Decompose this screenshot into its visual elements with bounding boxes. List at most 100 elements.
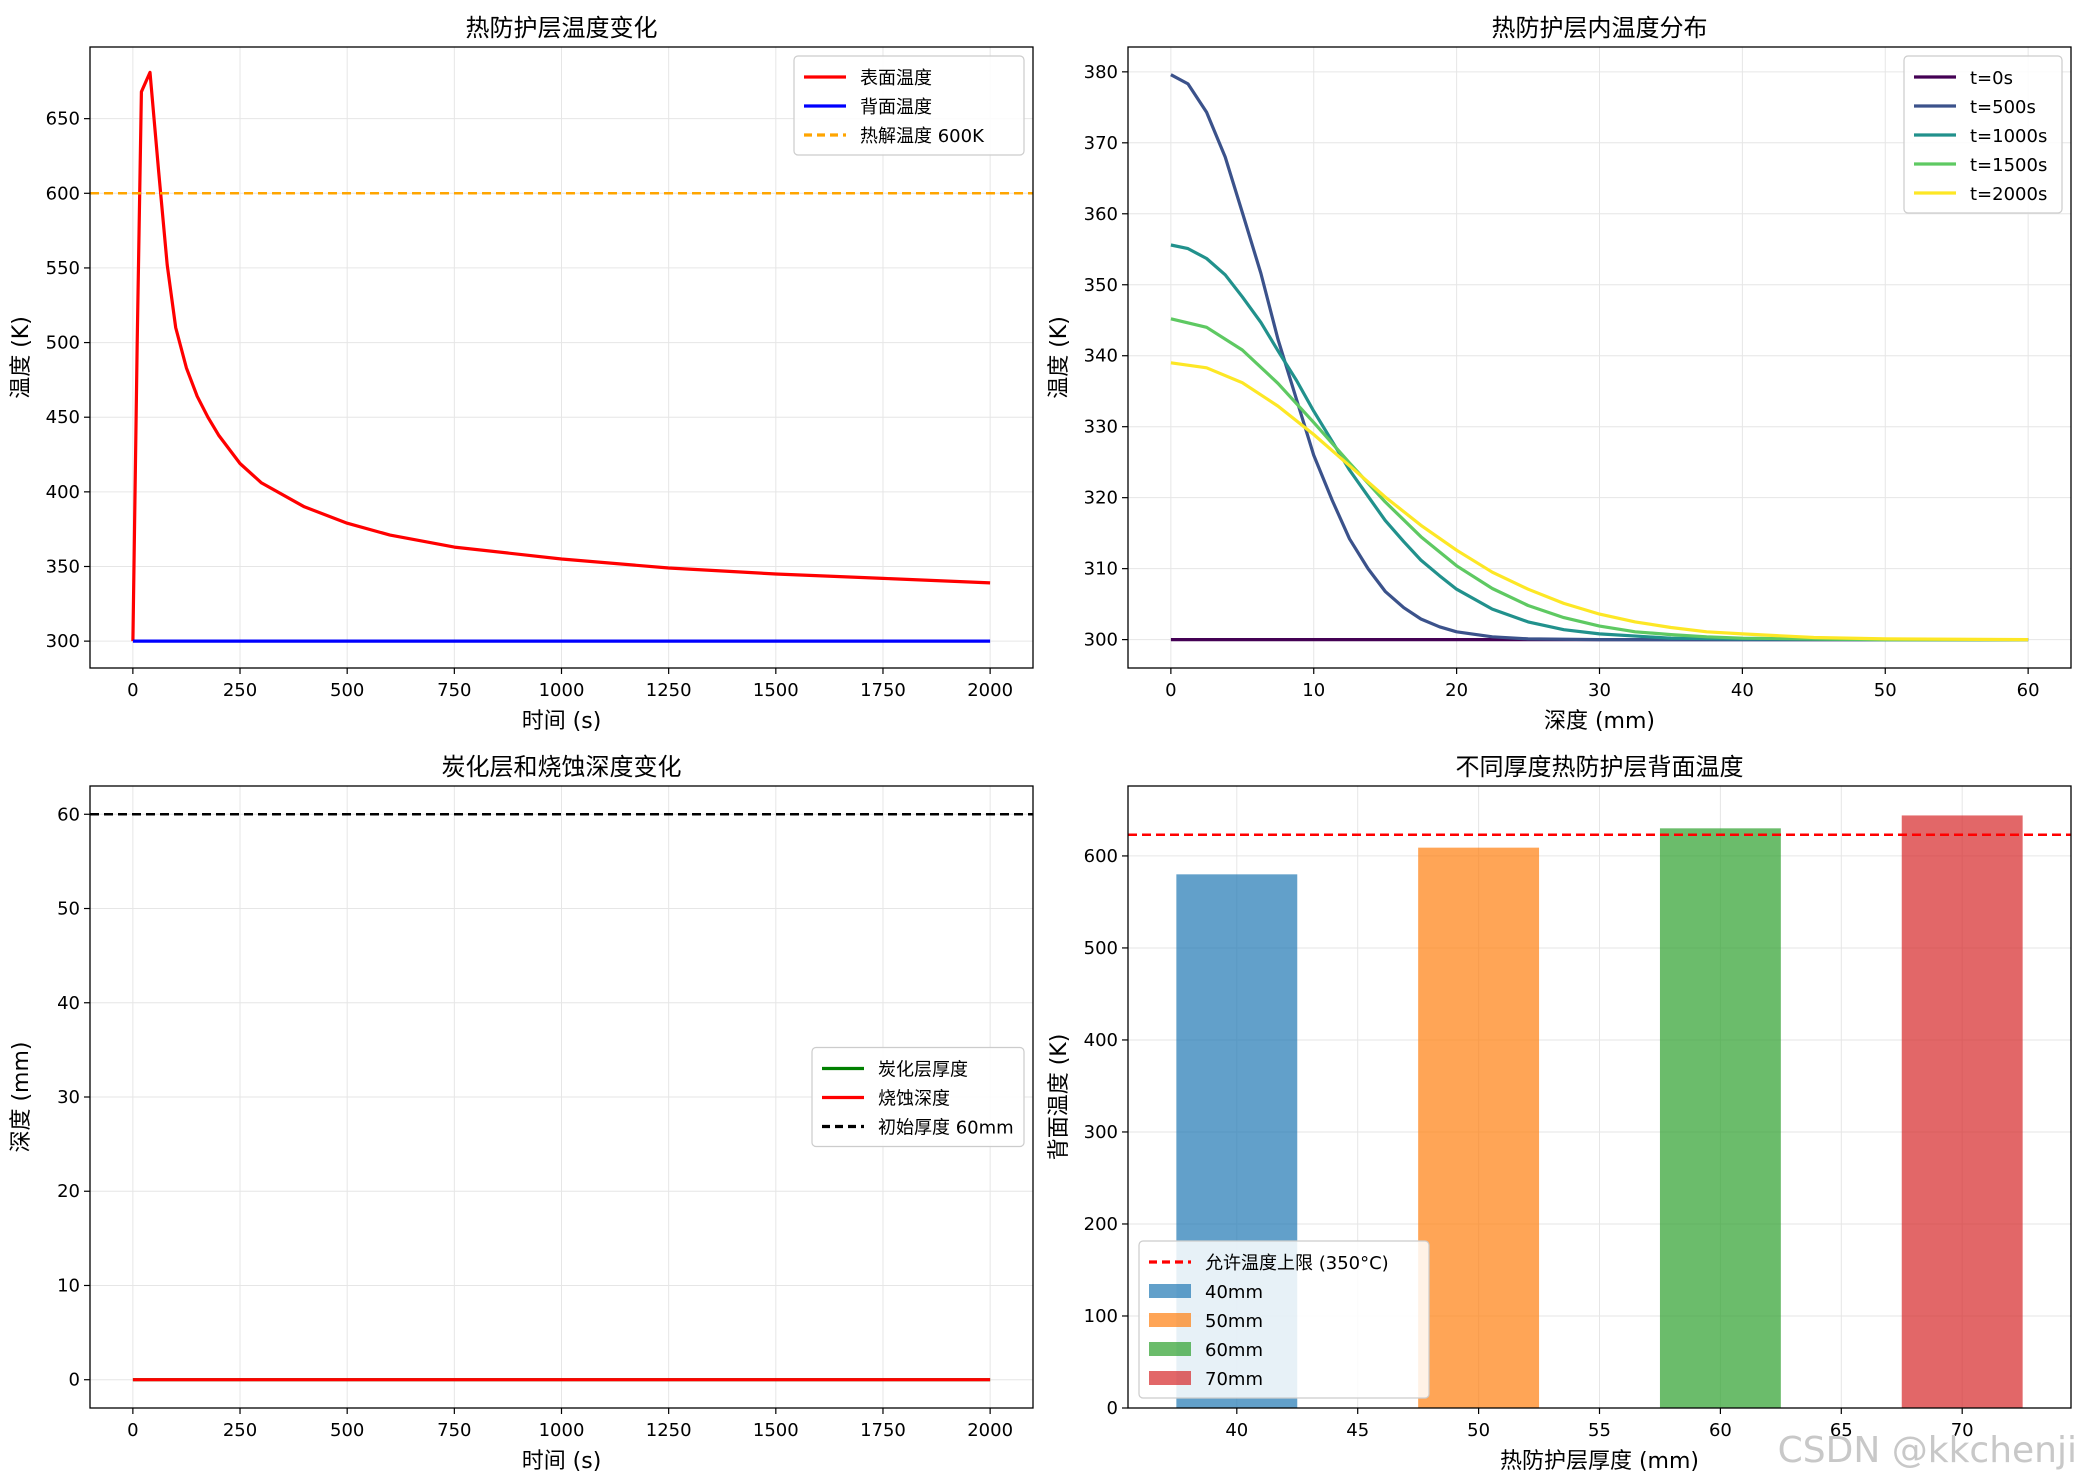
- x-tick-label: 30: [1588, 680, 1611, 701]
- legend-swatch: [1149, 1371, 1191, 1385]
- y-tick-label: 400: [1084, 1030, 1118, 1051]
- y-tick-label: 300: [1084, 630, 1118, 651]
- x-tick-label: 0: [127, 1420, 138, 1441]
- legend-label: t=1500s: [1970, 155, 2047, 176]
- legend-label: t=2000s: [1970, 184, 2047, 205]
- x-tick-label: 60: [2017, 680, 2040, 701]
- x-tick-label: 50: [1467, 1420, 1490, 1441]
- y-tick-label: 200: [1084, 1214, 1118, 1235]
- y-tick-label: 380: [1084, 62, 1118, 83]
- plot-area: [90, 813, 1033, 1382]
- subplot-backface-temperature-bars: 40 45 50 55 60 65 70 0 100 200 300 400 500 600 不同厚度热防护…: [1047, 753, 2072, 1474]
- legend-swatch: [1149, 1313, 1191, 1327]
- x-tick-label: 0: [1165, 680, 1176, 701]
- y-tick-label: 310: [1084, 559, 1118, 580]
- y-tick-label: 10: [57, 1275, 80, 1296]
- legend-box: [811, 1046, 1025, 1148]
- chart-title: 热防护层内温度分布: [1492, 14, 1708, 42]
- y-tick-label: 360: [1084, 204, 1118, 225]
- legend-swatch: [1149, 1284, 1191, 1298]
- x-tick-label: 65: [1830, 1420, 1853, 1441]
- y-tick-label: 300: [46, 631, 80, 652]
- y-tick-label: 600: [1084, 846, 1118, 867]
- legend-label: 炭化层厚度: [878, 1060, 968, 1081]
- bar-70mm: [1901, 815, 2023, 1408]
- series-line-4: [1170, 361, 2029, 642]
- y-tick-label: 400: [46, 482, 80, 503]
- x-tick-label: 500: [330, 680, 364, 701]
- y-tick-label: 30: [57, 1087, 80, 1108]
- legend: t=0s t=500s t=1000s t=1500s t=2000s: [1903, 55, 2063, 214]
- y-tick-label: 20: [57, 1181, 80, 1202]
- x-axis-label: 深度 (mm): [1544, 709, 1655, 734]
- subplot-surface-temperature: 0 250 500 750 1000 1250 1500 1750 2000 300 350 400 4…: [9, 14, 1034, 734]
- x-tick-label: 55: [1588, 1420, 1611, 1441]
- legend-swatch: [1149, 1342, 1191, 1356]
- y-axis-label: 深度 (mm): [9, 1041, 34, 1152]
- legend-box: [1138, 1240, 1430, 1399]
- legend-label: 烧蚀深度: [878, 1089, 950, 1110]
- x-axis-label: 热防护层厚度 (mm): [1500, 1449, 1699, 1474]
- y-axis-label: 背面温度 (K): [1047, 1034, 1072, 1161]
- x-tick-label: 1500: [753, 680, 799, 701]
- plot-area: [90, 70, 1033, 643]
- subplot-temperature-profile: 0 10 20 30 40 50 60 300 310 320 330 340 350 360 370 380…: [1047, 14, 2072, 734]
- legend-label: 背面温度: [860, 97, 932, 118]
- x-tick-label: 1750: [860, 680, 906, 701]
- x-tick-label: 1750: [860, 1420, 906, 1441]
- y-tick-label: 100: [1084, 1306, 1118, 1327]
- legend-label: 70mm: [1205, 1369, 1263, 1390]
- x-tick-label: 45: [1346, 1420, 1369, 1441]
- bar-50mm: [1418, 847, 1540, 1408]
- x-tick-label: 2000: [967, 680, 1013, 701]
- series-line-1: [1170, 73, 2029, 642]
- y-axis-label: 温度 (K): [9, 316, 34, 399]
- chart-title: 炭化层和烧蚀深度变化: [442, 753, 682, 781]
- y-axis-label: 温度 (K): [1047, 316, 1072, 399]
- x-tick-label: 60: [1709, 1420, 1732, 1441]
- plot-area: [1170, 73, 2029, 642]
- x-tick-label: 70: [1951, 1420, 1974, 1441]
- x-tick-label: 0: [127, 680, 138, 701]
- x-tick-label: 1250: [646, 680, 692, 701]
- x-tick-label: 750: [437, 680, 471, 701]
- x-tick-label: 1500: [753, 1420, 799, 1441]
- y-tick-label: 500: [1084, 938, 1118, 959]
- x-tick-label: 20: [1445, 680, 1468, 701]
- y-tick-label: 650: [46, 109, 80, 130]
- x-tick-label: 1250: [646, 1420, 692, 1441]
- x-tick-label: 250: [223, 1420, 257, 1441]
- legend-label: 初始厚度 60mm: [878, 1118, 1014, 1139]
- x-tick-label: 1000: [539, 1420, 585, 1441]
- legend-label: 60mm: [1205, 1340, 1263, 1361]
- y-tick-label: 50: [57, 899, 80, 920]
- legend-box: [1903, 55, 2063, 214]
- legend: 允许温度上限 (350°C) 40mm 50mm 60mm 70mm: [1138, 1240, 1430, 1399]
- watermark: CSDN @kkchenji: [1778, 1430, 2077, 1471]
- y-tick-label: 340: [1084, 346, 1118, 367]
- y-tick-label: 40: [57, 993, 80, 1014]
- legend-label: t=0s: [1970, 68, 2013, 89]
- chart-title: 热防护层温度变化: [466, 14, 658, 42]
- x-tick-label: 750: [437, 1420, 471, 1441]
- x-tick-label: 2000: [967, 1420, 1013, 1441]
- y-tick-label: 450: [46, 407, 80, 428]
- x-axis-label: 时间 (s): [522, 1449, 602, 1474]
- series-line-0: [131, 70, 991, 642]
- x-tick-label: 40: [1225, 1420, 1248, 1441]
- y-tick-label: 300: [1084, 1122, 1118, 1143]
- legend-label: 热解温度 600K: [860, 126, 985, 147]
- legend-label: 40mm: [1205, 1282, 1263, 1303]
- x-tick-label: 500: [330, 1420, 364, 1441]
- y-tick-label: 350: [1084, 275, 1118, 296]
- y-tick-label: 0: [1107, 1398, 1118, 1419]
- y-tick-label: 550: [46, 258, 80, 279]
- series-line-2: [1170, 243, 2029, 642]
- legend-box: [793, 55, 1025, 156]
- subplot-char-ablation-depth: 0 250 500 750 1000 1250 1500 1750 2000 0 10 20 30 40 5…: [9, 753, 1034, 1474]
- x-tick-label: 250: [223, 680, 257, 701]
- legend-label: 允许温度上限 (350°C): [1205, 1253, 1389, 1274]
